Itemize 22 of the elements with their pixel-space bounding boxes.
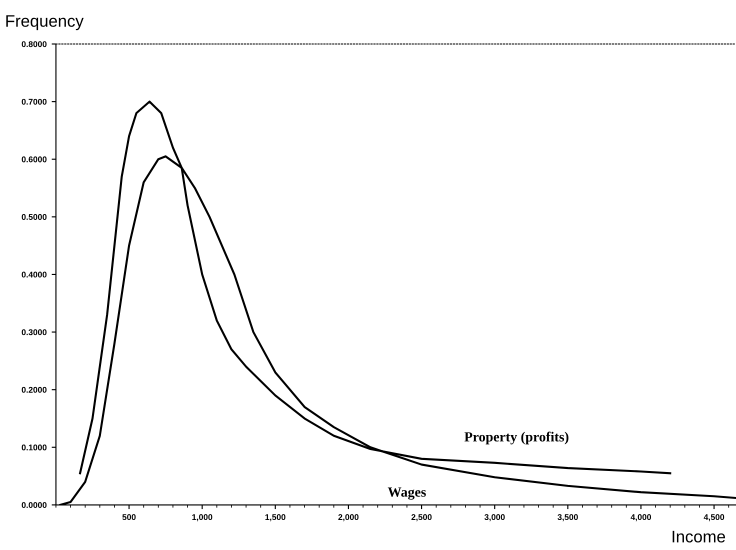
x-tick-label: 1,000 [192,514,212,522]
y-tick-label: 0.6000 [22,156,47,162]
x-tick-label: 1,500 [265,514,286,522]
y-tick-label: 0.2000 [22,386,47,393]
y-tick-label: 0.3000 [22,329,47,336]
y-tick-label: 0.8000 [22,41,47,48]
series-label: Property (profits) [464,432,568,444]
series-label: Wages [388,488,426,500]
y-tick-label: 0.5000 [22,214,47,220]
x-tick-label: 500 [122,514,136,520]
y-tick-label: 0.0000 [22,502,47,508]
y-tick-label: 0.1000 [22,444,47,450]
y-axis-title: Frequency [6,15,84,30]
y-tick-label: 0.7000 [22,98,47,105]
y-tick-label: 0.4000 [22,272,47,278]
x-tick-label: 3,500 [558,514,578,522]
x-tick-label: 3,000 [484,514,505,522]
x-tick-label: 4,000 [630,514,652,522]
x-tick-label: 2,000 [338,514,359,522]
x-axis-title: Income [672,530,726,542]
x-tick-label: 2,500 [411,514,432,522]
x-tick-label: 4,500 [704,514,724,522]
